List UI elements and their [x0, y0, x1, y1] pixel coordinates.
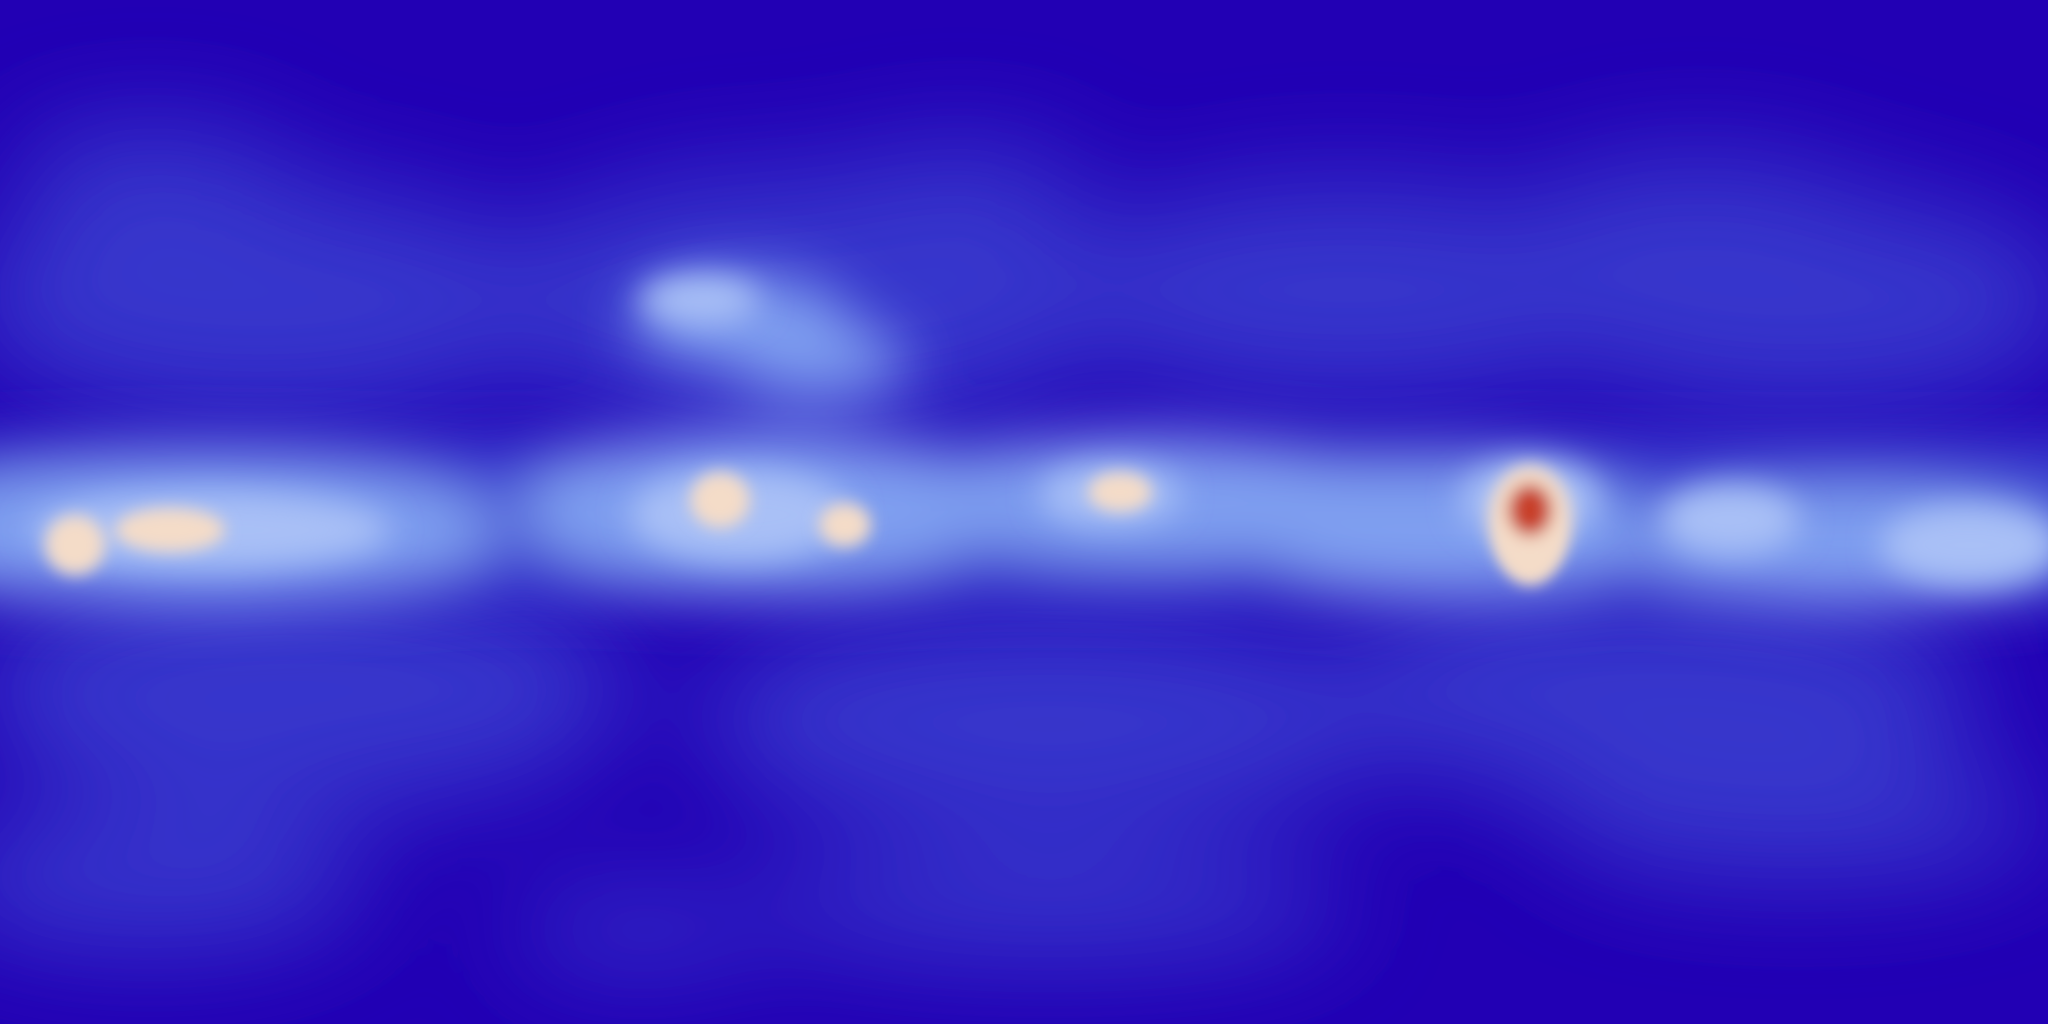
peak-source: [1488, 465, 1572, 575]
diffuse-emission-layer: [0, 125, 2048, 965]
